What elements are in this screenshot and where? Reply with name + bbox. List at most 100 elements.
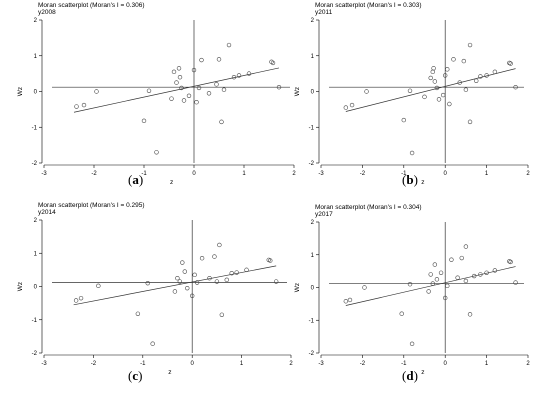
data-point xyxy=(181,98,187,103)
data-point xyxy=(343,299,349,304)
regression-line xyxy=(73,67,280,113)
data-point xyxy=(508,259,513,265)
data-point xyxy=(246,71,252,76)
data-point xyxy=(276,85,282,90)
y-tick-label: -2 xyxy=(309,351,315,357)
data-point xyxy=(244,267,249,273)
x-tick-label: 1 xyxy=(240,361,244,367)
y-tick-label: 0 xyxy=(311,90,315,96)
data-point xyxy=(270,60,276,66)
data-point xyxy=(175,275,180,281)
data-point xyxy=(432,79,438,84)
data-point xyxy=(463,87,469,92)
scatter-panel-4: Moran scatterplot (Moran's I = 0.304)y20… xyxy=(294,204,530,376)
data-point xyxy=(349,102,355,108)
y-tick-label: 0 xyxy=(34,90,38,96)
data-point xyxy=(492,268,498,273)
data-point xyxy=(135,311,141,316)
y-tick-label: -1 xyxy=(309,125,315,131)
regression-line xyxy=(73,265,277,306)
y-tick-label: 2 xyxy=(311,220,315,226)
chart-title: Moran scatterplot (Moran's I = 0.304) xyxy=(315,204,422,211)
data-point xyxy=(409,341,415,347)
data-point xyxy=(478,272,483,277)
data-point xyxy=(443,295,448,301)
chart-subtitle: y2014 xyxy=(38,209,56,216)
data-point xyxy=(449,257,454,262)
x-tick-label: -1 xyxy=(141,171,147,177)
data-point xyxy=(199,57,204,63)
data-point xyxy=(180,260,185,265)
data-point xyxy=(399,311,404,316)
data-point xyxy=(430,281,435,286)
data-point xyxy=(459,255,464,261)
x-tick-label: -2 xyxy=(91,171,97,177)
panel-label: (d) xyxy=(402,368,418,383)
x-tick-label: 0 xyxy=(192,171,196,177)
data-point xyxy=(434,277,440,282)
data-point xyxy=(407,282,413,287)
y-tick-label: 1 xyxy=(34,54,38,60)
data-point xyxy=(94,89,99,94)
data-point xyxy=(177,74,183,80)
x-tick-label: 1 xyxy=(242,171,246,177)
data-point xyxy=(428,75,433,81)
data-point xyxy=(182,269,187,274)
data-point xyxy=(451,57,456,62)
data-point xyxy=(508,61,513,66)
x-tick-label: -2 xyxy=(91,361,97,367)
x-axis-label: z xyxy=(170,179,173,186)
x-tick-label: -3 xyxy=(41,171,47,177)
scatter-panel-3: Moran scatterplot (Moran's I = 0.295)y20… xyxy=(17,202,293,376)
x-tick-label: 1 xyxy=(485,361,489,367)
x-tick-label: -3 xyxy=(318,171,324,177)
data-point xyxy=(513,85,518,90)
data-point xyxy=(463,278,469,284)
data-point xyxy=(362,285,367,290)
y-axis-label: Wz xyxy=(294,283,301,292)
x-tick-label: -1 xyxy=(401,171,407,177)
x-axis-label: z xyxy=(421,369,424,376)
data-point xyxy=(431,66,436,71)
x-tick-label: 0 xyxy=(444,171,448,177)
data-point xyxy=(194,100,199,105)
x-tick-label: 0 xyxy=(191,361,195,367)
regression-line xyxy=(345,266,516,306)
data-point xyxy=(206,91,212,96)
data-point xyxy=(467,312,473,317)
data-point xyxy=(169,96,174,101)
data-point xyxy=(434,85,440,91)
data-point xyxy=(428,272,433,277)
data-point xyxy=(212,254,217,259)
data-point xyxy=(171,69,177,75)
y-tick-label: 1 xyxy=(311,253,315,259)
data-point xyxy=(196,85,202,91)
data-point xyxy=(467,119,473,125)
data-point xyxy=(347,297,353,303)
data-point xyxy=(401,117,406,123)
data-point xyxy=(214,82,219,87)
y-tick-label: 0 xyxy=(311,286,315,292)
y-tick-label: 2 xyxy=(34,218,38,224)
data-point xyxy=(484,73,489,78)
x-tick-label: 2 xyxy=(526,171,530,177)
data-point xyxy=(81,102,87,108)
data-point xyxy=(443,73,448,78)
chart-subtitle: y2011 xyxy=(315,9,333,16)
x-tick-label: -3 xyxy=(41,361,47,367)
data-point xyxy=(229,271,234,276)
x-tick-label: 2 xyxy=(526,361,530,367)
data-point xyxy=(219,119,224,125)
data-point xyxy=(74,104,79,109)
y-tick-label: -1 xyxy=(32,125,38,131)
x-tick-label: -2 xyxy=(360,361,366,367)
data-point xyxy=(478,74,483,79)
chart-title: Moran scatterplot (Moran's I = 0.303) xyxy=(315,2,422,9)
data-point xyxy=(150,341,155,346)
data-point xyxy=(463,244,469,249)
panel-label: (a) xyxy=(128,172,144,187)
regression-line xyxy=(345,68,516,112)
panel-label: (b) xyxy=(402,172,418,187)
data-point xyxy=(96,283,101,289)
